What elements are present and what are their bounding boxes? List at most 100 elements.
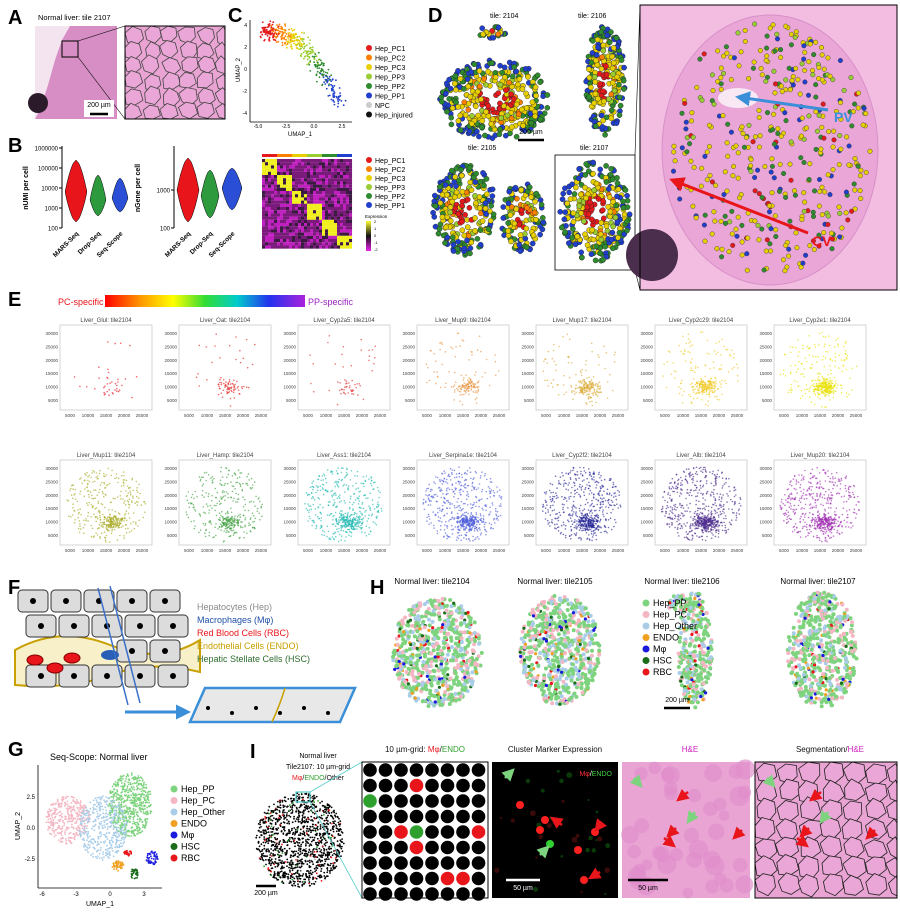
expr-dot	[468, 390, 470, 392]
expr-dot	[845, 342, 847, 344]
heat-cell	[325, 169, 328, 172]
heat-cell	[268, 229, 271, 232]
expr-dot	[691, 401, 693, 403]
spot	[465, 197, 470, 202]
spot	[789, 140, 794, 145]
spot	[483, 201, 488, 206]
expr-dot	[214, 345, 216, 347]
heat-cell	[334, 194, 337, 197]
spot	[611, 224, 616, 229]
heat-cell	[274, 233, 277, 236]
expr-dot	[465, 392, 467, 394]
heat-cell	[325, 213, 328, 216]
spot	[764, 46, 769, 51]
spot	[788, 162, 793, 167]
expr-dot	[717, 352, 719, 354]
x-tick-label: 20000	[118, 548, 131, 553]
spot	[478, 228, 483, 233]
spot	[695, 85, 700, 90]
expr-dot	[101, 533, 103, 535]
expr-dot	[811, 367, 813, 369]
spot	[826, 129, 831, 134]
expr-dot	[685, 360, 687, 362]
spot	[781, 257, 786, 262]
heat-cell	[340, 159, 343, 162]
expr-dot	[252, 364, 254, 366]
heat-cell	[307, 194, 310, 197]
spot	[837, 211, 842, 216]
expr-dot	[120, 495, 122, 497]
expr-dot	[463, 379, 465, 381]
expr-dot	[99, 524, 101, 526]
spot	[801, 57, 806, 62]
spot	[820, 212, 825, 217]
umap-dot	[316, 73, 318, 75]
spot	[801, 190, 806, 195]
spot	[765, 110, 770, 115]
spot	[781, 171, 786, 176]
heat-cell	[271, 201, 274, 204]
spot	[510, 74, 515, 79]
expr-dot	[841, 359, 843, 361]
spot	[721, 113, 726, 118]
expr-dot	[824, 389, 826, 391]
heat-cell	[307, 181, 310, 184]
heat-cell	[289, 181, 292, 184]
expr-dot	[819, 333, 821, 335]
spot	[760, 73, 765, 78]
heat-cell	[301, 229, 304, 232]
umap-dot	[293, 35, 295, 37]
spot	[798, 92, 803, 97]
umap-dot	[287, 38, 289, 40]
expr-dot	[111, 533, 113, 535]
expr-dot	[459, 385, 461, 387]
heat-cell	[274, 229, 277, 232]
expr-dot	[87, 480, 89, 482]
heat-cell	[265, 194, 268, 197]
umap-dot	[345, 100, 347, 102]
expr-dot	[721, 339, 723, 341]
expr-dot	[337, 404, 339, 406]
heat-cell	[298, 217, 301, 220]
umap-dot	[267, 26, 269, 28]
heat-cell	[298, 172, 301, 175]
expr-dot	[103, 526, 105, 528]
heat-cell	[304, 188, 307, 191]
heat-cell	[301, 159, 304, 162]
expr-dot	[439, 342, 441, 344]
expr-dot	[736, 364, 738, 366]
heat-cell	[328, 181, 331, 184]
expr-dot	[579, 387, 581, 389]
spot	[751, 66, 756, 71]
expr-dot	[114, 515, 116, 517]
expr-dot	[584, 379, 586, 381]
expr-dot	[83, 532, 85, 534]
spot	[565, 201, 570, 206]
spot	[719, 219, 724, 224]
x-tick-label: 15000	[219, 548, 232, 553]
heat-cell	[265, 178, 268, 181]
expr-dot	[825, 357, 827, 359]
heat-cell	[316, 201, 319, 204]
heat-cell	[340, 207, 343, 210]
heat-cell	[334, 223, 337, 226]
spot	[730, 243, 735, 248]
heat-cell	[283, 181, 286, 184]
heat-cell	[340, 201, 343, 204]
spot	[760, 195, 765, 200]
spot	[788, 87, 793, 92]
panel-letter: G	[8, 739, 24, 761]
expr-dot	[246, 386, 248, 388]
spot	[439, 99, 444, 104]
spot	[767, 210, 772, 215]
heat-cell	[283, 175, 286, 178]
expr-dot	[87, 515, 89, 517]
umap-dot	[269, 20, 271, 22]
expr-dot	[451, 386, 453, 388]
expr-dot	[310, 383, 312, 385]
expr-dot	[91, 536, 93, 538]
spot	[496, 32, 501, 37]
expr-dot	[829, 345, 831, 347]
expr-dot	[721, 364, 723, 366]
heat-cell	[325, 175, 328, 178]
